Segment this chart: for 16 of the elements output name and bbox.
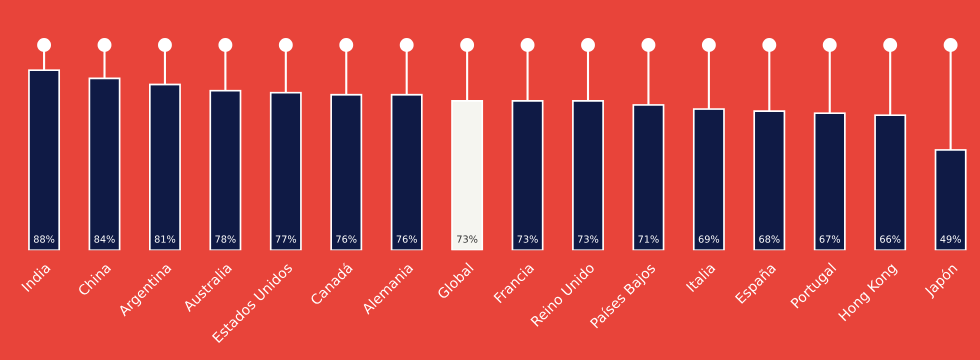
data-label: 68% [759, 235, 780, 243]
data-label: 69% [698, 235, 720, 243]
data-label: 77% [276, 235, 296, 243]
data-label: 66% [880, 235, 900, 243]
data-label: 88% [34, 235, 54, 243]
data-label: 76% [396, 235, 417, 243]
data-label: 84% [94, 235, 115, 243]
data-label: 67% [820, 235, 840, 243]
data-label: 73% [518, 235, 538, 243]
data-label: 71% [638, 235, 659, 243]
data-label: 81% [154, 235, 176, 243]
data-label: 73% [457, 235, 478, 243]
data-label: 73% [578, 235, 598, 243]
data-label: 76% [336, 235, 357, 243]
data-label: 49% [940, 235, 961, 243]
data-label: 78% [215, 235, 236, 243]
